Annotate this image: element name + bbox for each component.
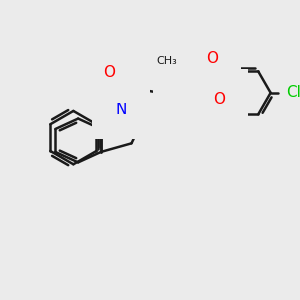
- Text: O: O: [206, 51, 218, 66]
- Text: CH₃: CH₃: [156, 56, 177, 66]
- Text: O: O: [213, 92, 225, 107]
- Text: N: N: [176, 68, 188, 83]
- Text: S: S: [202, 72, 213, 90]
- Text: O: O: [103, 65, 116, 80]
- Text: N: N: [115, 101, 127, 116]
- Text: Cl: Cl: [286, 85, 300, 100]
